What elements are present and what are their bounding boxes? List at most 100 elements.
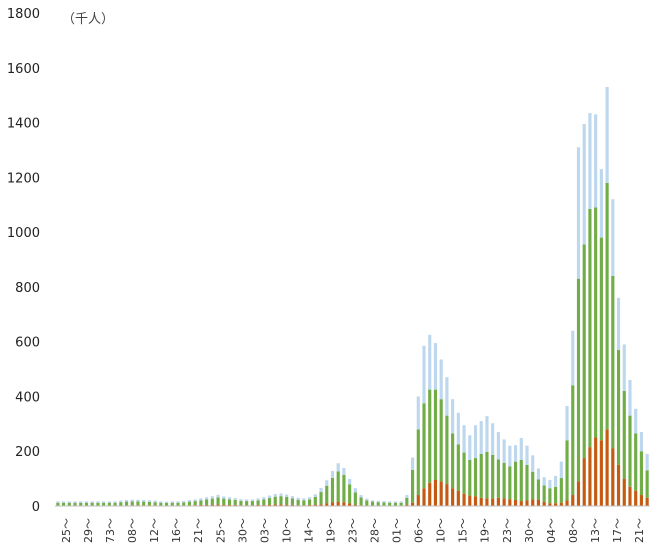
bar-segment (330, 470, 335, 478)
bar-segment (416, 495, 420, 506)
bar-segment (267, 498, 272, 505)
bar-segment (451, 399, 455, 434)
bar-segment (513, 461, 518, 500)
bar-segment (147, 501, 151, 506)
bar-segment (542, 501, 546, 506)
bar-segment (536, 468, 541, 480)
bar-segment (250, 501, 254, 506)
bar-segment (634, 408, 638, 434)
bar-segment (582, 123, 586, 245)
bar-segment (639, 451, 643, 496)
bar-segment (616, 297, 621, 350)
x-tick-label: 25〜 (214, 518, 227, 543)
bar-segment (456, 412, 460, 445)
bar-segment (445, 484, 449, 506)
bar-segment (67, 501, 71, 503)
bar-segment (342, 467, 346, 475)
bar-segment (90, 501, 94, 503)
bar-segment (571, 495, 575, 506)
bar-segment (285, 494, 289, 497)
bar-segment (382, 501, 386, 503)
bar-segment (508, 499, 512, 506)
bar-segment (365, 500, 369, 506)
bar-segment (330, 502, 335, 506)
x-tick-label: 23〜 (347, 518, 360, 543)
x-tick-label: 08〜 (567, 518, 580, 543)
bar-segment (273, 504, 277, 506)
bar-segment (382, 502, 386, 506)
bar-segment (456, 444, 460, 491)
x-tick-label: 13〜 (589, 518, 602, 543)
bar-segment (462, 425, 466, 453)
bar-segment (233, 498, 237, 500)
bar-segment (353, 492, 357, 505)
bar-segment (210, 498, 214, 505)
bar-segment (639, 495, 643, 506)
bar-segment (559, 461, 563, 479)
bar-segment (645, 497, 649, 506)
bar-segment (645, 453, 649, 471)
bar-segment (136, 499, 140, 502)
x-tick-label: 19〜 (324, 518, 337, 543)
bar-segment (622, 390, 626, 479)
bar-segment (342, 502, 346, 506)
bar-segment (433, 389, 438, 480)
bar-segment (79, 501, 83, 503)
bar-segment (262, 504, 266, 506)
bar-segment (325, 503, 329, 506)
bar-segment (388, 501, 392, 503)
bar-segment (479, 497, 483, 506)
bar-segment (422, 403, 426, 489)
bar-segment (336, 501, 340, 506)
bar-segment (256, 500, 260, 505)
bar-segment (605, 182, 609, 430)
bar-segment (439, 359, 443, 400)
x-tick-label: 21〜 (633, 518, 646, 543)
bar-segment (416, 429, 420, 496)
bar-segment (388, 502, 392, 506)
bar-segment (451, 433, 455, 489)
bar-segment (485, 451, 489, 499)
bar-segment (273, 493, 277, 497)
bar-segment (531, 455, 535, 472)
x-tick-label: 16〜 (170, 518, 183, 543)
bar-segment (531, 499, 535, 506)
bar-segment (445, 415, 449, 485)
bar-segment (113, 502, 117, 506)
bar-segment (199, 498, 203, 501)
bar-segment (193, 499, 197, 502)
bar-segment (502, 439, 506, 463)
bar-segment (216, 497, 220, 505)
bar-segment (594, 114, 598, 208)
bar-segment (267, 504, 272, 506)
bar-segment (56, 502, 60, 506)
bar-segment (599, 169, 603, 238)
bar-segment (411, 469, 415, 503)
bar-segment (130, 499, 134, 502)
bar-segment (359, 497, 363, 506)
bar-segment (616, 349, 621, 465)
bar-segment (359, 495, 363, 498)
bar-segment (428, 334, 432, 390)
x-axis: 25〜 29〜 73〜 08〜 12〜 16〜 21〜 25〜 30〜 03〜 10〜 14〜 19〜 2… (60, 518, 646, 543)
bar-segment (267, 495, 272, 499)
bar-segment (548, 488, 552, 504)
bar-segment (107, 501, 111, 503)
bar-segment (227, 504, 232, 506)
bar-segment (193, 501, 197, 506)
bar-segment (491, 454, 495, 499)
bar-segment (308, 499, 312, 505)
x-tick-label: 04〜 (545, 518, 558, 543)
bar-segment (279, 496, 283, 505)
bar-segment (513, 445, 518, 462)
bar-segment (554, 486, 558, 504)
bar-segment (119, 500, 123, 503)
bar-segment (336, 471, 340, 502)
bar-segment (422, 345, 426, 404)
bar-segment (96, 501, 100, 503)
bar-segment (245, 501, 249, 506)
bar-segment (222, 498, 226, 505)
bar-segment (153, 502, 157, 506)
bar-segment (508, 445, 512, 467)
bar-segment (479, 421, 483, 454)
